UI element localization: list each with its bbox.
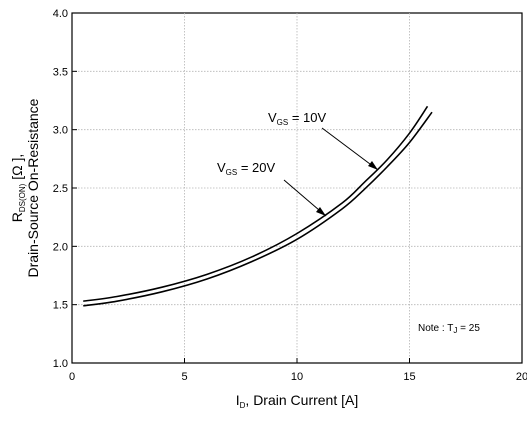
arrowhead-vgs-20v [316,207,326,216]
y-axis-label-line1: RDS(ON) [Ω ], [9,154,27,223]
note-annotation: Note : TJ = 25 [418,323,480,335]
x-tick-label: 10 [291,371,303,383]
axis-ticks: 1.0 1.5 2.0 2.5 3.0 3.5 4.0 0 5 10 15 20 [53,8,527,383]
x-tick-label: 5 [181,371,187,383]
x-tick-label: 20 [516,371,527,383]
x-axis-label: ID, Drain Current [A] [236,392,359,410]
grid-lines [72,13,522,363]
y-tick-label: 4.0 [53,8,68,20]
y-tick-label: 2.5 [53,183,68,195]
y-axis-label-line2: Drain-Source On-Resistance [25,98,41,277]
y-tick-label: 1.0 [53,358,68,370]
series-line-vgs-10v [83,105,429,302]
x-tick-label: 15 [403,371,415,383]
x-tick-label: 0 [69,371,75,383]
arrow-vgs-10v [321,127,379,171]
y-tick-label: 2.0 [53,241,68,253]
series-lines [83,105,433,307]
y-tick-label: 1.5 [53,300,68,312]
series-line-vgs-20v [83,111,433,307]
y-tick-label: 3.0 [53,125,68,137]
series-label-vgs-20v: VGS = 20V [217,160,276,177]
arrowhead-vgs-10v [368,161,378,170]
series-label-vgs-10v: VGS = 10V [268,110,327,127]
y-tick-label: 3.5 [53,66,68,78]
